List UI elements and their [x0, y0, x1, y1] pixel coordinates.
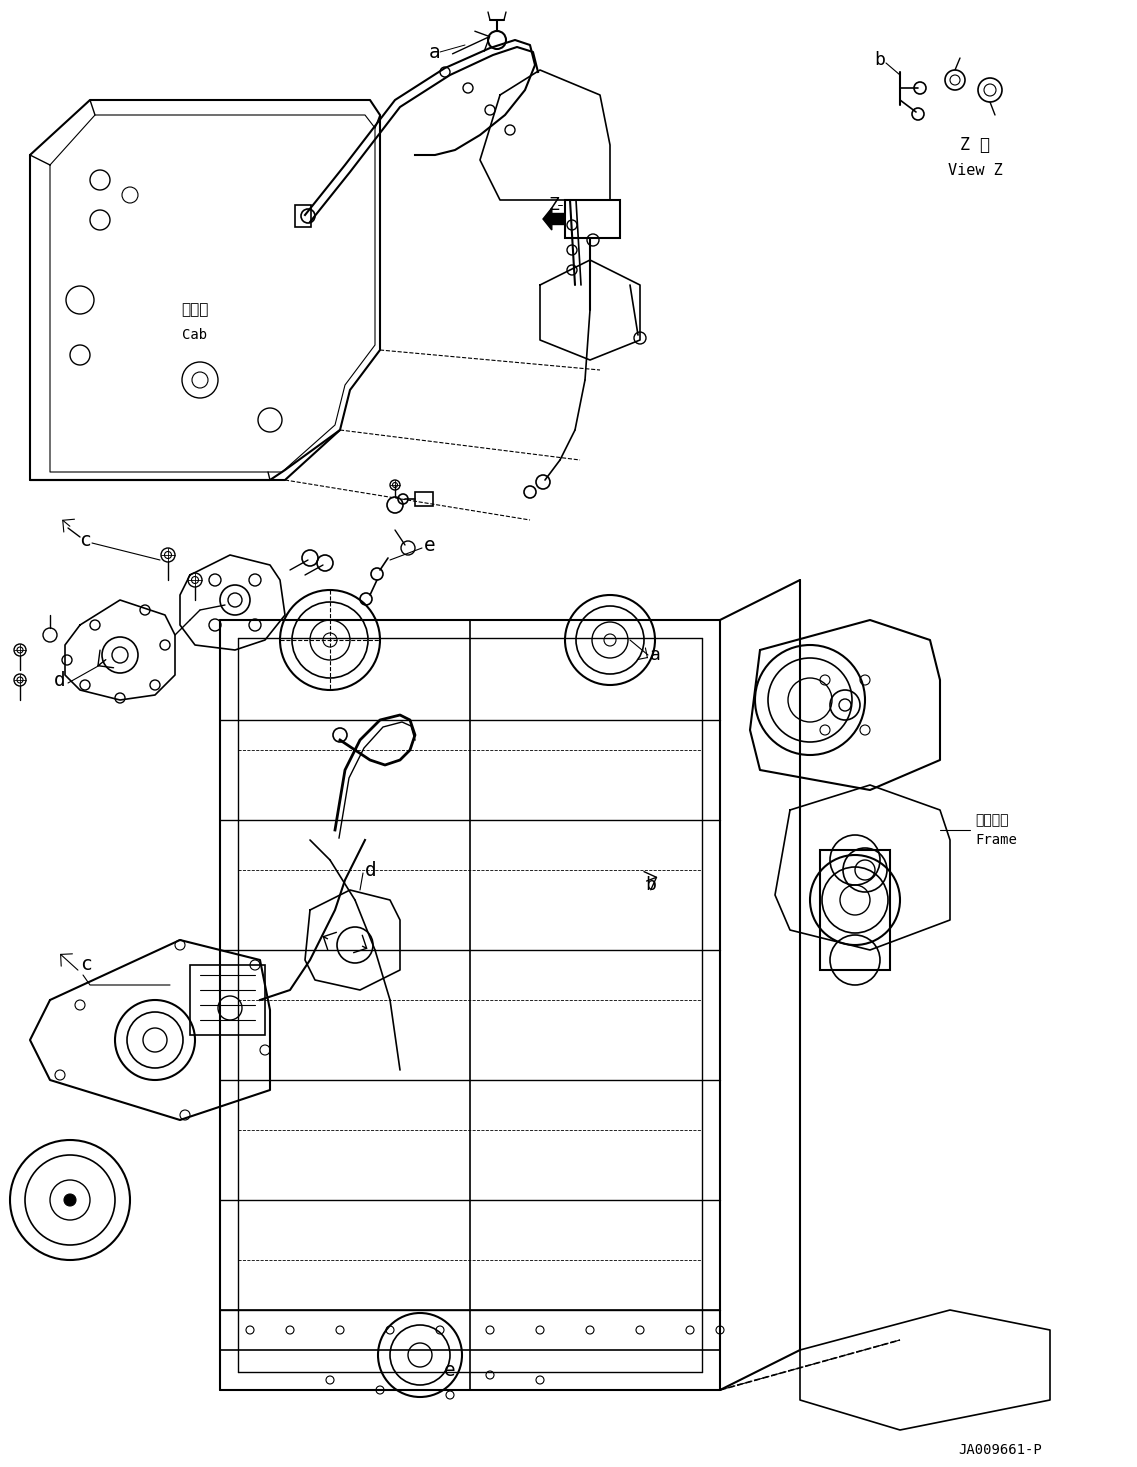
- Text: d: d: [55, 670, 66, 689]
- Polygon shape: [543, 208, 565, 230]
- Text: b: b: [874, 51, 885, 69]
- Text: Z: Z: [549, 197, 561, 214]
- Text: c: c: [80, 955, 92, 974]
- Text: JA009661-P: JA009661-P: [958, 1444, 1041, 1457]
- Text: View Z: View Z: [947, 163, 1003, 178]
- Bar: [415, 491, 433, 506]
- Text: キャブ: キャブ: [181, 302, 209, 317]
- Text: Z 視: Z 視: [960, 136, 990, 154]
- Text: b: b: [645, 876, 656, 893]
- Circle shape: [64, 1194, 76, 1206]
- Text: a: a: [650, 645, 661, 665]
- Text: d: d: [365, 861, 376, 880]
- Text: Frame: Frame: [976, 833, 1016, 846]
- Text: a: a: [429, 43, 441, 62]
- Text: Cab: Cab: [182, 329, 208, 342]
- Bar: [565, 200, 620, 238]
- Bar: [190, 965, 265, 1036]
- Bar: [294, 205, 312, 227]
- Bar: [820, 849, 890, 970]
- Text: c: c: [80, 531, 91, 550]
- Text: e: e: [424, 535, 435, 555]
- Text: e: e: [445, 1360, 456, 1379]
- Text: フレーム: フレーム: [976, 813, 1009, 827]
